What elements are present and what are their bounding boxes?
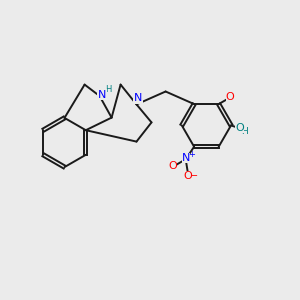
Text: O: O	[226, 92, 235, 103]
Text: N: N	[134, 93, 142, 103]
Text: H: H	[105, 85, 112, 94]
Text: O: O	[235, 123, 244, 133]
Text: +: +	[188, 150, 194, 159]
Text: N: N	[98, 89, 106, 100]
Text: O: O	[169, 161, 178, 171]
Text: O: O	[184, 171, 193, 181]
Text: N: N	[182, 153, 190, 163]
Text: −: −	[190, 171, 198, 181]
Text: H: H	[242, 128, 248, 136]
